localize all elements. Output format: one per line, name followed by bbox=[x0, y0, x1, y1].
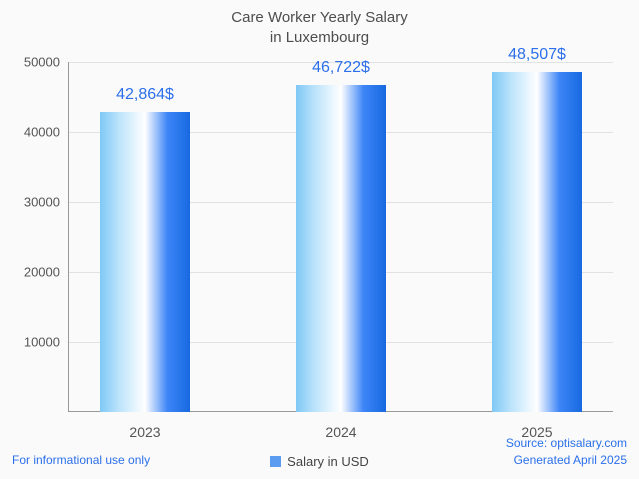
bar-2023[interactable]: 42,864$ bbox=[100, 112, 190, 412]
bar-value-label-2023: 42,864$ bbox=[116, 86, 174, 104]
bar-group-2023[interactable]: 42,864$ 2023 bbox=[100, 112, 190, 412]
ytick-label-30000: 30000 bbox=[10, 195, 60, 210]
bar-2024[interactable]: 46,722$ bbox=[296, 85, 386, 412]
chart-title: Care Worker Yearly Salary in Luxembourg bbox=[0, 0, 639, 47]
footer-disclaimer: For informational use only bbox=[12, 453, 150, 467]
y-axis-line bbox=[68, 62, 69, 412]
legend-swatch-salary bbox=[270, 456, 281, 467]
xtick-label-2023: 2023 bbox=[129, 424, 160, 440]
bar-group-2024[interactable]: 46,722$ 2024 bbox=[296, 85, 386, 412]
legend-label-salary: Salary in USD bbox=[287, 454, 369, 469]
bar-group-2025[interactable]: 48,507$ 2025 bbox=[492, 72, 582, 412]
footer-source: Source: optisalary.com Generated April 2… bbox=[506, 435, 627, 469]
bar-2025[interactable]: 48,507$ bbox=[492, 72, 582, 412]
bar-value-label-2025: 48,507$ bbox=[508, 46, 566, 64]
ytick-label-40000: 40000 bbox=[10, 125, 60, 140]
ytick-label-20000: 20000 bbox=[10, 265, 60, 280]
bar-value-label-2024: 46,722$ bbox=[312, 59, 370, 77]
xtick-label-2024: 2024 bbox=[325, 424, 356, 440]
ytick-label-10000: 10000 bbox=[10, 335, 60, 350]
chart-container: Care Worker Yearly Salary in Luxembourg … bbox=[0, 0, 639, 479]
plot-area: 50000 40000 30000 20000 10000 42,864$ 20… bbox=[68, 62, 613, 412]
ytick-label-50000: 50000 bbox=[10, 55, 60, 70]
